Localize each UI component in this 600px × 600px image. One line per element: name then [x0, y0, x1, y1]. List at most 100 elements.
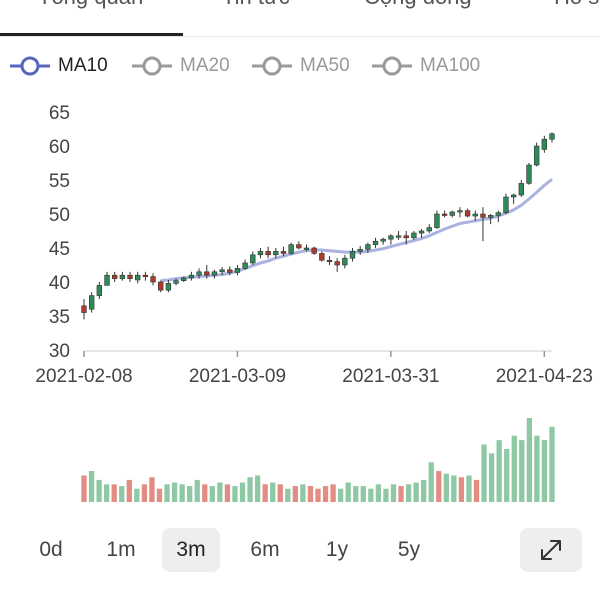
range-1y[interactable]: 1y [325, 538, 349, 561]
volume-bar [179, 484, 185, 502]
range-1m[interactable]: 1m [106, 538, 136, 561]
tab-profile[interactable]: Hồ s [554, 0, 599, 10]
candle [457, 210, 463, 213]
volume-bar [104, 484, 110, 502]
legend-marker-icon [372, 56, 412, 76]
volume-bar [292, 486, 298, 502]
candle [273, 251, 279, 256]
range-5y[interactable]: 5y [397, 538, 421, 561]
candle [319, 253, 325, 261]
candle [188, 274, 195, 279]
candle [150, 276, 156, 283]
candle [549, 133, 555, 140]
volume-bar [330, 484, 336, 502]
tab-overview[interactable]: Tổng quan [38, 0, 143, 10]
legend-label: MA20 [180, 55, 230, 76]
volume-bar [187, 486, 193, 502]
legend-ma10[interactable]: MA10 [8, 52, 108, 80]
volume-bar [134, 488, 140, 502]
volume-bar [519, 440, 525, 502]
candle [365, 244, 371, 250]
volume-bar [428, 462, 434, 502]
volume-bar [375, 484, 382, 502]
y-tick-label: 45 [49, 239, 70, 260]
volume-bar [285, 488, 291, 502]
volume-bar [119, 486, 125, 502]
volume-bar [232, 486, 238, 502]
candle [510, 194, 517, 198]
candle [227, 269, 233, 273]
volume-bar [141, 484, 148, 502]
x-tick-label: 2021-03-31 [342, 366, 439, 387]
candle [96, 285, 103, 296]
volume-bar [413, 482, 419, 502]
candle [158, 281, 164, 291]
volume-bar [239, 482, 246, 502]
candle [165, 283, 172, 291]
candle [357, 249, 363, 252]
volume-bar [534, 435, 540, 502]
volume-bar [307, 486, 314, 502]
volume-bar [149, 477, 155, 502]
y-tick-label: 40 [49, 273, 70, 294]
candle [426, 227, 432, 232]
volume-bar [451, 475, 457, 502]
range-6m[interactable]: 6m [250, 538, 280, 561]
volume-bar [88, 471, 95, 502]
candle [219, 269, 225, 273]
legend-marker-icon [132, 56, 172, 76]
volume-bar [353, 486, 359, 502]
candle [342, 257, 348, 266]
time-range-selector: 5y 1y 6m 3m 1m 0d [0, 528, 600, 572]
y-tick-label: 65 [49, 103, 70, 124]
range-0d[interactable]: 0d [39, 538, 63, 561]
candle [288, 244, 294, 254]
volume-bar [254, 475, 261, 502]
expand-button[interactable] [520, 528, 582, 572]
candle [411, 232, 417, 239]
range-3m[interactable]: 3m [162, 528, 220, 572]
candle [403, 235, 409, 239]
active-tab-indicator [0, 33, 183, 36]
x-tick-label: 2021-03-09 [189, 366, 286, 387]
candle [441, 213, 448, 216]
volume-bar [81, 475, 87, 502]
legend-ma50[interactable]: MA50 [250, 52, 350, 80]
volume-bar [496, 440, 502, 502]
candle [104, 274, 110, 286]
volume-bar [436, 471, 442, 502]
legend-label: MA50 [300, 55, 350, 76]
candle [541, 138, 548, 150]
volume-bar [224, 484, 231, 502]
volume-bar [315, 488, 321, 502]
volume-bar [511, 435, 517, 502]
candle [395, 235, 402, 238]
candle [434, 213, 440, 228]
volume-bar [270, 482, 276, 502]
candle [142, 274, 149, 277]
volume-bar [383, 488, 389, 502]
tab-bar: Tổng quan Tin tức Cộng đồng Hồ s [0, 0, 600, 37]
candle [211, 271, 218, 276]
volume-bar [300, 484, 306, 502]
volume-bar [338, 488, 344, 502]
candle [503, 196, 509, 213]
candle [418, 230, 425, 234]
legend-ma100[interactable]: MA100 [370, 52, 480, 80]
ma-legend: MA10 MA20 MA50 MA100 [0, 52, 600, 80]
volume-bar [541, 440, 548, 502]
ma10-line [160, 178, 553, 283]
volume-bar [458, 477, 465, 502]
tab-community[interactable]: Cộng đồng [364, 0, 472, 10]
candle [234, 268, 241, 273]
volume-bar [421, 479, 427, 502]
legend-ma20[interactable]: MA20 [130, 52, 230, 80]
y-tick-label: 30 [49, 341, 70, 362]
candle [380, 238, 386, 242]
candle [280, 251, 287, 254]
tab-news[interactable]: Tin tức [222, 0, 290, 10]
volume-bar [209, 486, 215, 502]
candle [303, 247, 310, 250]
y-tick-label: 50 [49, 205, 70, 226]
legend-marker-icon [252, 56, 292, 76]
